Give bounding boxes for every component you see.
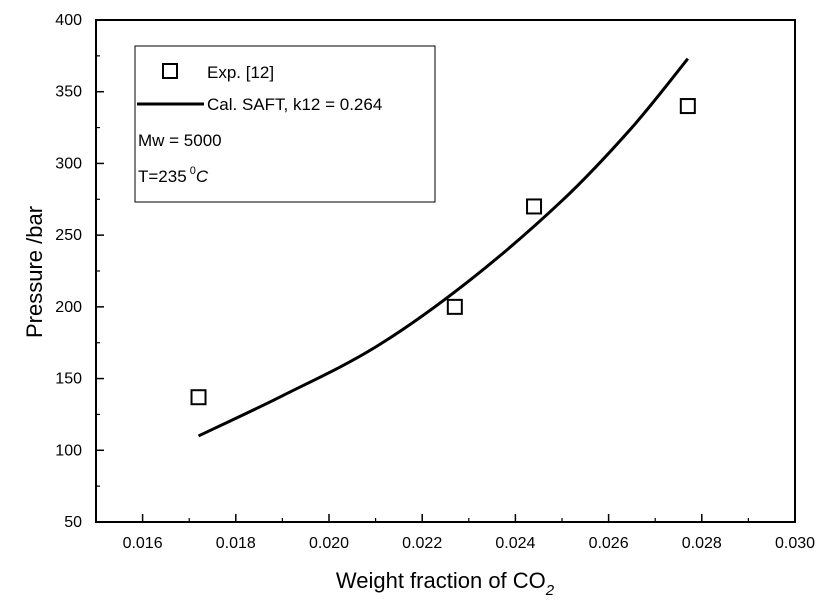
- x-tick-label-0: 0.016: [123, 535, 163, 552]
- y-tick-label-0: 50: [64, 514, 82, 531]
- exp-data-point-2: [526, 198, 543, 215]
- y-tick-label-4: 250: [55, 227, 82, 244]
- y-tick-label-6: 350: [55, 84, 82, 101]
- annotation-temperature-degree: 0: [190, 165, 196, 177]
- saft-calculated-line: [197, 57, 689, 438]
- annotation-temperature-value: T=235: [138, 167, 187, 186]
- exp-data-point-3: [679, 98, 696, 115]
- y-axis-label: Pressure /bar: [22, 206, 47, 338]
- legend-label-saft: Cal. SAFT, k12 = 0.264: [207, 95, 382, 114]
- annotation-temperature-unit: C: [196, 167, 209, 186]
- annotation-temperature: T=235 0C: [138, 165, 209, 186]
- x-tick-label-6: 0.028: [682, 535, 722, 552]
- x-tick-label-2: 0.020: [309, 535, 349, 552]
- x-tick-label-7: 0.030: [775, 535, 815, 552]
- x-tick-label-4: 0.024: [495, 535, 535, 552]
- y-axis: 50 100 150 200 250 300 350 400: [55, 12, 104, 531]
- annotation-mw: Mw = 5000: [138, 131, 222, 150]
- x-axis-label-text: Weight fraction of CO: [336, 568, 546, 593]
- y-tick-label-2: 150: [55, 371, 82, 388]
- x-tick-label-3: 0.022: [402, 535, 442, 552]
- y-tick-label-3: 200: [55, 299, 82, 316]
- legend: Exp. [12] Cal. SAFT, k12 = 0.264 Mw = 50…: [134, 45, 436, 203]
- x-tick-label-5: 0.026: [589, 535, 629, 552]
- series-marker-group: [190, 98, 696, 406]
- series-line-group: [197, 57, 689, 438]
- exp-data-point-1: [446, 298, 463, 315]
- y-tick-label-7: 400: [55, 12, 82, 29]
- exp-data-point-0: [190, 389, 207, 406]
- x-tick-label-1: 0.018: [216, 535, 256, 552]
- legend-marker-exp: [162, 63, 178, 79]
- legend-box: [134, 45, 436, 203]
- y-tick-label-5: 300: [55, 155, 82, 172]
- x-axis-label: Weight fraction of CO2: [336, 568, 555, 599]
- x-axis-label-subscript: 2: [545, 582, 555, 599]
- legend-label-exp: Exp. [12]: [207, 63, 274, 82]
- y-tick-label-1: 100: [55, 442, 82, 459]
